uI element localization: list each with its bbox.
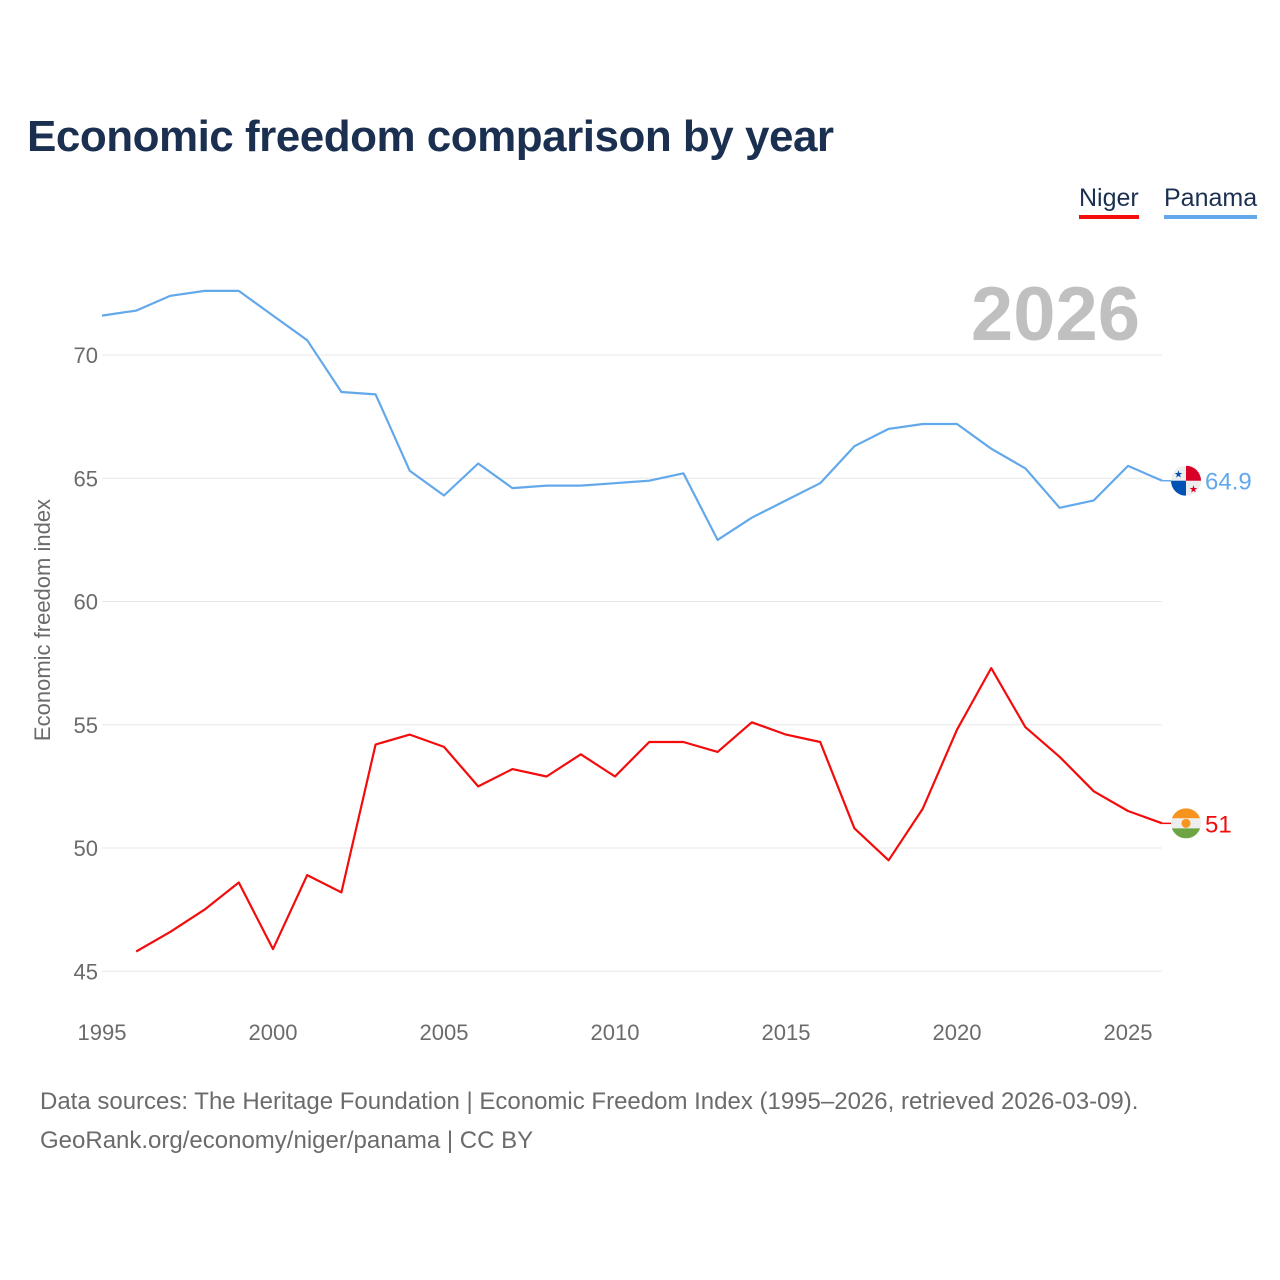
y-tick-label: 55 <box>74 713 98 738</box>
data-point-niger <box>988 665 994 671</box>
data-point-panama <box>749 515 755 521</box>
data-point-panama <box>1125 463 1131 469</box>
x-tick-label: 2010 <box>591 1020 640 1045</box>
data-point-panama <box>680 470 686 476</box>
data-point-panama <box>304 337 310 343</box>
footer-sources: Data sources: The Heritage Foundation | … <box>40 1088 1139 1115</box>
data-point-niger <box>407 732 413 738</box>
data-point-niger <box>1022 724 1028 730</box>
data-point-panama <box>578 483 584 489</box>
y-tick-label: 60 <box>74 590 98 615</box>
data-point-niger <box>1125 808 1131 814</box>
y-tick-label: 65 <box>74 466 98 491</box>
data-point-niger <box>680 739 686 745</box>
data-point-panama <box>1022 465 1028 471</box>
data-point-niger <box>749 719 755 725</box>
data-point-niger <box>236 880 242 886</box>
data-point-panama <box>817 480 823 486</box>
data-point-niger <box>544 774 550 780</box>
data-point-niger <box>920 806 926 812</box>
data-point-panama <box>475 460 481 466</box>
data-point-niger <box>612 774 618 780</box>
data-point-panama <box>236 288 242 294</box>
data-point-niger <box>954 727 960 733</box>
data-point-panama <box>373 391 379 397</box>
data-point-panama <box>851 443 857 449</box>
chart-title: Economic freedom comparison by year <box>27 112 834 161</box>
data-point-niger <box>646 739 652 745</box>
data-point-niger <box>133 949 139 955</box>
data-point-niger <box>715 749 721 755</box>
data-point-panama <box>783 497 789 503</box>
data-point-niger <box>578 751 584 757</box>
niger-flag-icon <box>1171 808 1201 839</box>
year-watermark: 2026 <box>971 272 1140 357</box>
data-point-niger <box>338 889 344 895</box>
y-tick-label: 50 <box>74 836 98 861</box>
data-point-panama <box>99 313 105 319</box>
y-tick-label: 70 <box>74 343 98 368</box>
end-value-label-niger: 51 <box>1205 811 1232 838</box>
data-point-panama <box>338 389 344 395</box>
data-point-niger <box>783 732 789 738</box>
legend-item-niger[interactable]: Niger <box>1079 184 1139 219</box>
svg-text:★: ★ <box>1189 485 1198 496</box>
data-point-panama <box>612 480 618 486</box>
series-line-panama <box>101 289 1163 542</box>
data-point-panama <box>954 421 960 427</box>
end-value-label-panama: 64.9 <box>1205 469 1252 496</box>
x-tick-label: 2000 <box>249 1020 298 1045</box>
y-tick-label: 45 <box>74 959 98 984</box>
x-tick-label: 1995 <box>78 1020 127 1045</box>
data-point-panama <box>886 426 892 432</box>
data-point-niger <box>509 766 515 772</box>
data-point-niger <box>270 946 276 952</box>
data-point-niger <box>1091 788 1097 794</box>
data-point-niger <box>1057 754 1063 760</box>
data-point-panama <box>988 446 994 452</box>
data-point-niger <box>167 929 173 935</box>
x-tick-label: 2025 <box>1104 1020 1153 1045</box>
data-point-panama <box>202 288 208 294</box>
data-point-panama <box>407 468 413 474</box>
data-point-panama <box>441 493 447 499</box>
data-point-panama <box>920 421 926 427</box>
data-point-niger <box>817 739 823 745</box>
svg-text:★: ★ <box>1174 470 1183 481</box>
data-point-panama <box>715 537 721 543</box>
data-point-panama <box>646 478 652 484</box>
data-point-niger <box>202 907 208 913</box>
x-tick-label: 2015 <box>762 1020 811 1045</box>
x-tick-label: 2020 <box>933 1020 982 1045</box>
y-axis-label: Economic freedom index <box>30 499 55 741</box>
legend-item-panama[interactable]: Panama <box>1164 184 1258 219</box>
data-point-niger <box>475 783 481 789</box>
data-point-niger <box>851 825 857 831</box>
data-point-panama <box>270 313 276 319</box>
data-point-niger <box>441 744 447 750</box>
footer-url: GeoRank.org/economy/niger/panama | CC BY <box>40 1127 534 1154</box>
data-point-panama <box>1057 505 1063 511</box>
data-point-panama <box>167 293 173 299</box>
panama-flag-icon: ★★ <box>1171 465 1201 496</box>
series-line-niger <box>135 666 1163 953</box>
data-point-niger <box>886 857 892 863</box>
data-point-panama <box>544 483 550 489</box>
data-point-niger <box>373 741 379 747</box>
data-point-panama <box>509 485 515 491</box>
data-point-niger <box>304 872 310 878</box>
x-tick-label: 2005 <box>420 1020 469 1045</box>
data-point-panama <box>1091 497 1097 503</box>
data-point-panama <box>133 308 139 314</box>
